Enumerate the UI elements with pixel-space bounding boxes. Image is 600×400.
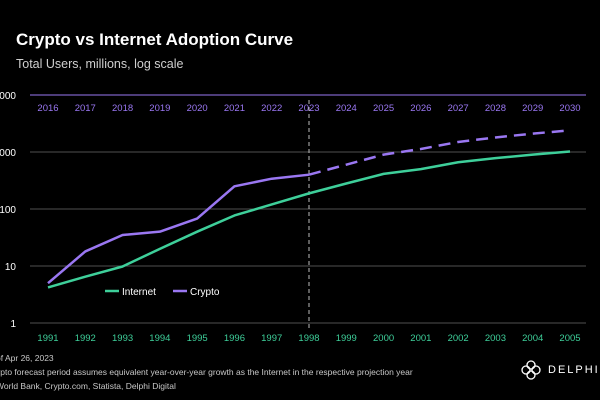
x-top-tick-label-13: 2029 [522,103,543,114]
x-bottom-tick-label-6: 1997 [261,333,282,344]
legend-label-internet: Internet [122,287,156,298]
x-bottom-tick-label-8: 1999 [336,333,357,344]
x-top-tick-label-1: 2017 [75,103,96,114]
chart-subtitle: Total Users, millions, log scale [16,57,184,71]
x-bottom-tick-label-2: 1993 [112,333,133,344]
y-tick-label-4: 10,000 [0,91,16,102]
x-bottom-tick-label-13: 2004 [522,333,543,344]
x-bottom-tick-label-7: 1998 [298,333,319,344]
x-bottom-tick-label-4: 1995 [187,333,208,344]
footnote-date: of Apr 26, 2023 [0,353,54,363]
x-bottom-tick-label-14: 2005 [559,333,580,344]
footnote-sources: World Bank, Crypto.com, Statista, Delphi… [0,381,176,391]
x-bottom-tick-label-5: 1996 [224,333,245,344]
chart-title: Crypto vs Internet Adoption Curve [16,30,294,49]
y-tick-label-1: 10 [5,262,17,273]
y-tick-label-0: 1 [10,319,16,330]
x-top-tick-label-6: 2022 [261,103,282,114]
x-top-tick-label-4: 2020 [187,103,208,114]
series-line-internet [47,150,571,289]
x-top-tick-label-0: 2016 [37,103,58,114]
x-top-tick-label-8: 2024 [336,103,357,114]
x-top-tick-label-2: 2018 [112,103,133,114]
y-tick-label-3: 1,000 [0,148,16,159]
x-top-tick-label-10: 2026 [410,103,431,114]
x-top-tick-label-12: 2028 [485,103,506,114]
x-bottom-tick-label-0: 1991 [37,333,58,344]
x-top-tick-label-14: 2030 [559,103,580,114]
delphi-logo-icon [521,360,541,380]
x-bottom-tick-label-1: 1992 [75,333,96,344]
series-line-crypto-projection [308,129,571,176]
x-bottom-tick-label-12: 2003 [485,333,506,344]
x-bottom-tick-label-3: 1994 [149,333,170,344]
x-bottom-tick-label-10: 2001 [410,333,431,344]
x-top-tick-label-11: 2027 [448,103,469,114]
legend-label-crypto: Crypto [190,287,220,298]
x-top-tick-label-3: 2019 [149,103,170,114]
y-tick-label-2: 100 [0,205,16,216]
x-bottom-tick-label-11: 2002 [448,333,469,344]
footnote-assumption: ypto forecast period assumes equivalent … [0,367,413,377]
series-line-crypto-actual [47,173,310,285]
x-top-tick-label-9: 2025 [373,103,394,114]
brand-name: DELPHI D [548,364,600,376]
x-bottom-tick-label-9: 2000 [373,333,394,344]
delphi-logo: DELPHI D [520,359,600,381]
x-top-tick-label-5: 2021 [224,103,245,114]
